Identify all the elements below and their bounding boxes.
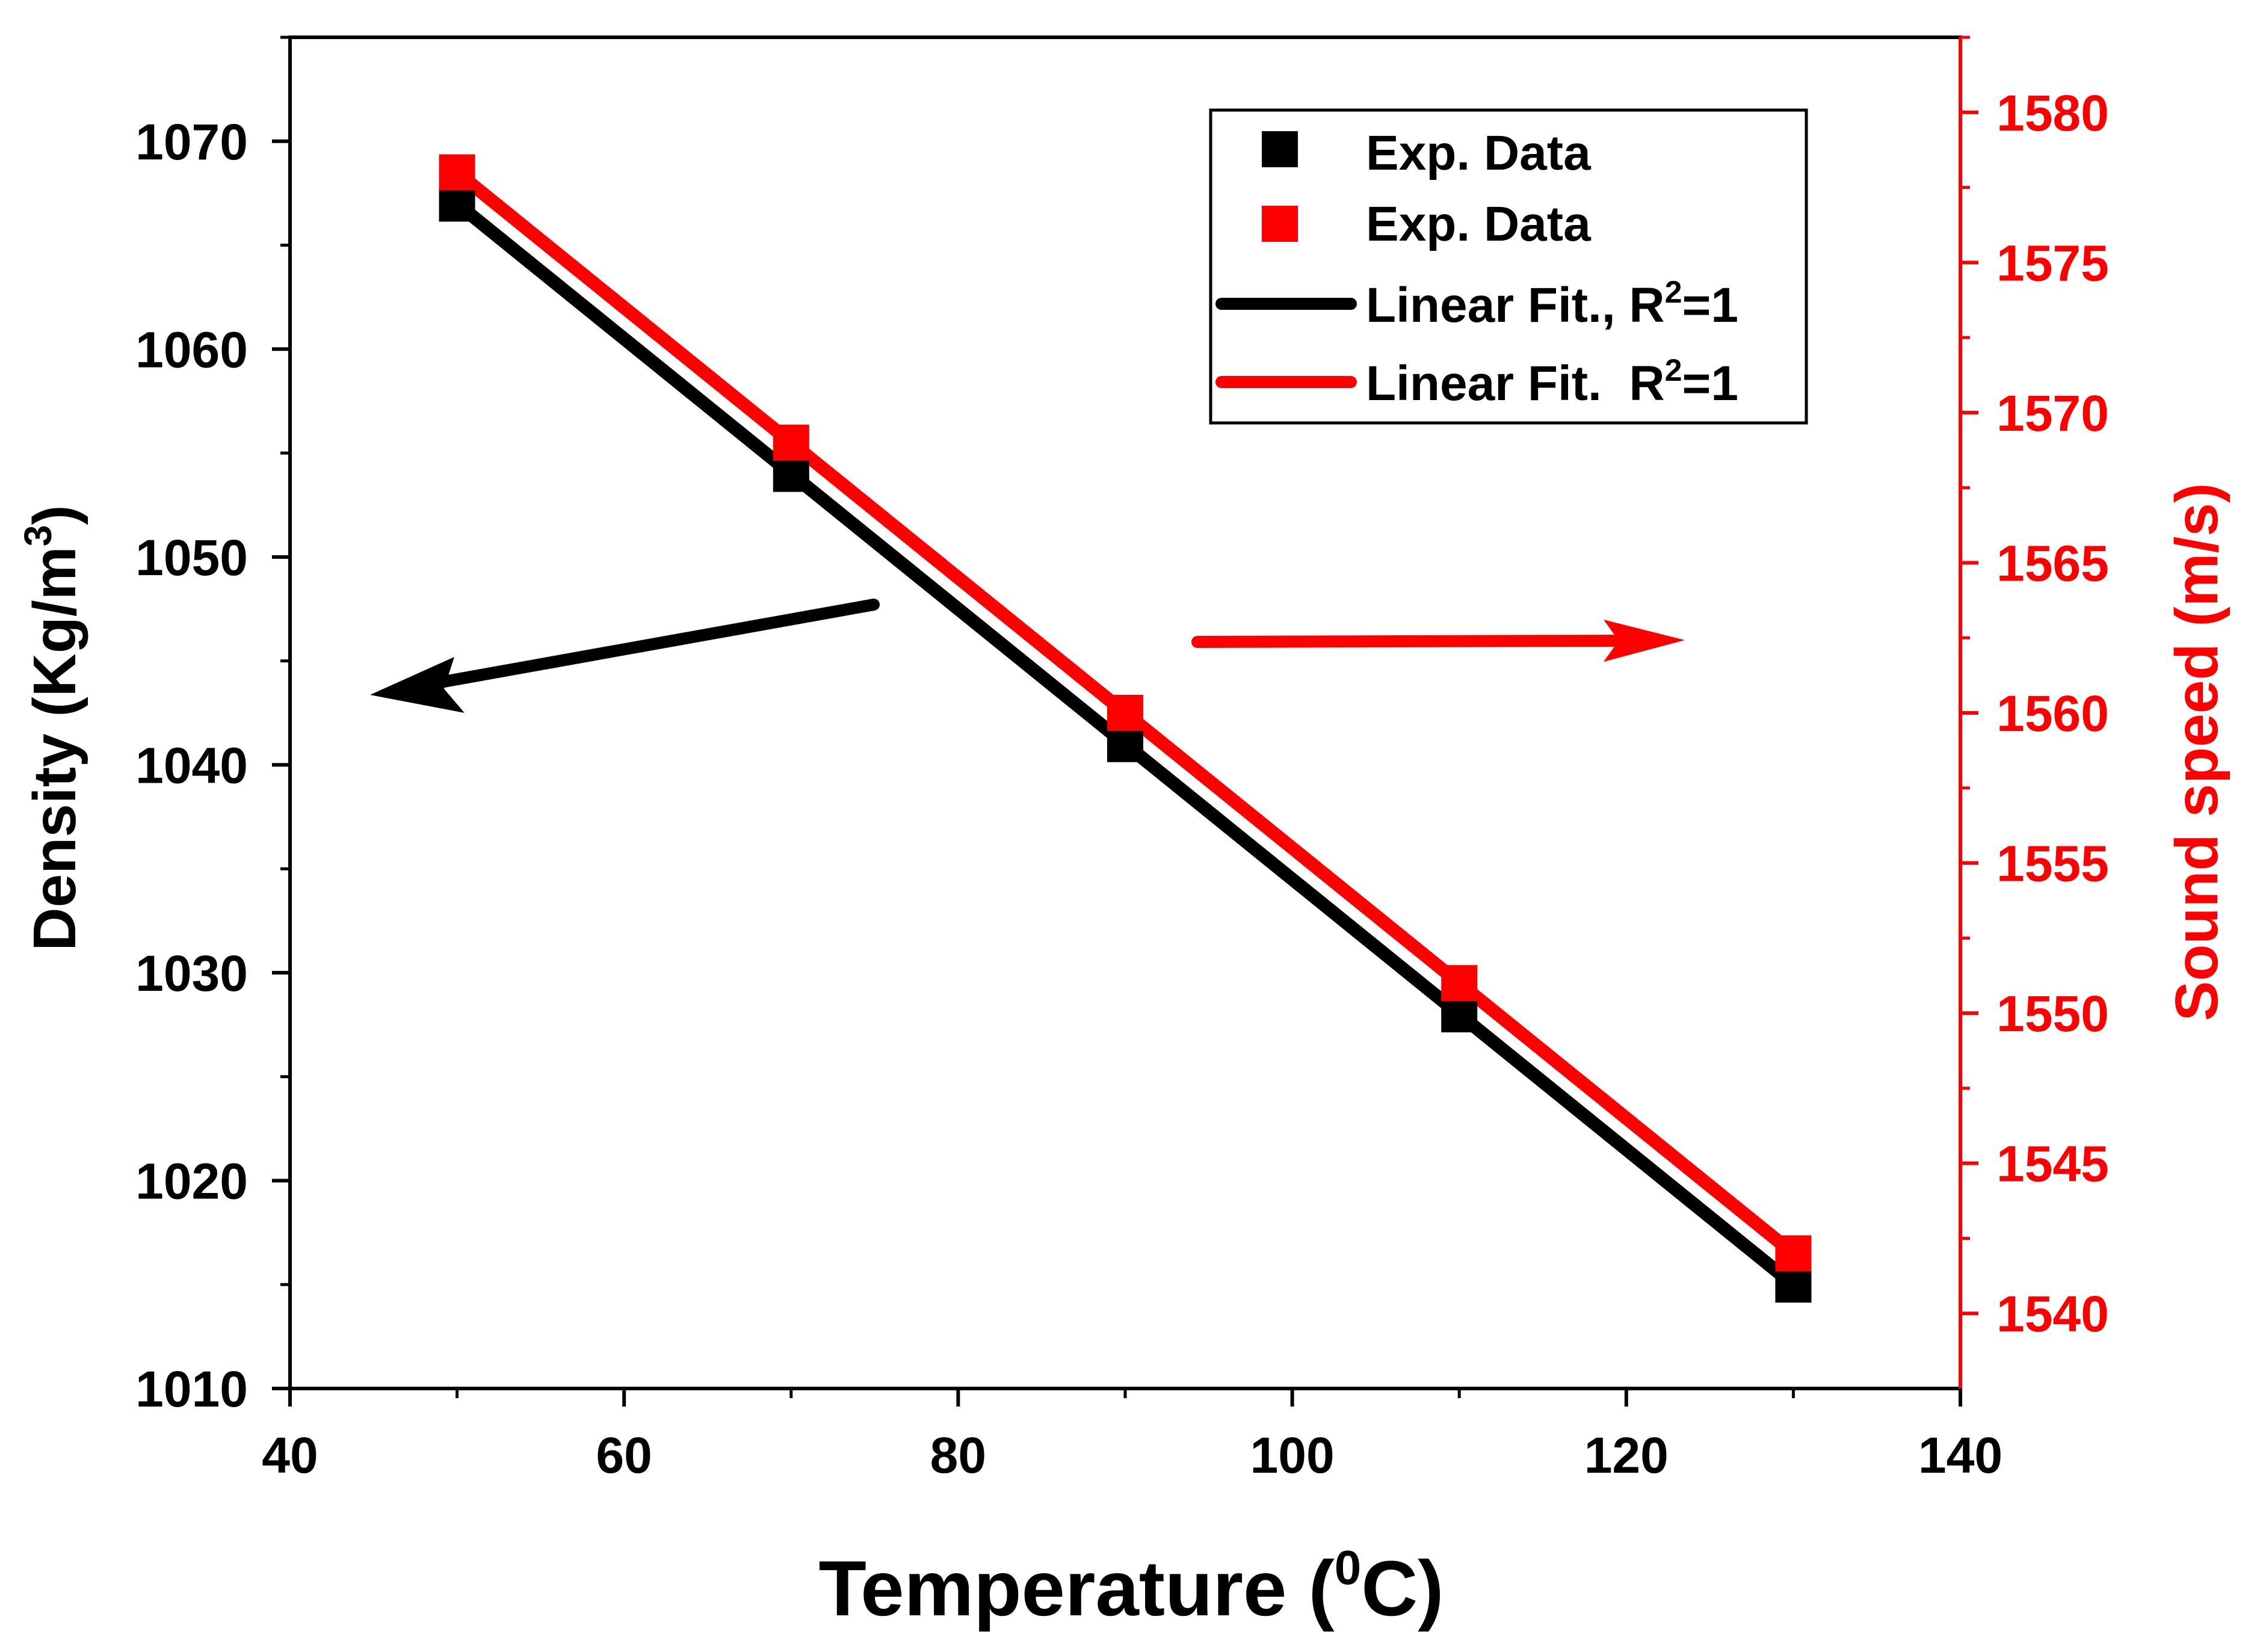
x-axis-title-main: Temperature [819, 1544, 1287, 1632]
right-tick-label: 1580 [1996, 85, 2109, 141]
right-tick-label: 1570 [1996, 385, 2109, 442]
legend: Exp. Data Exp. Data Linear Fit., R2=1 Li… [1209, 108, 1808, 425]
data-point-density [1107, 726, 1143, 762]
legend-marker-red [1262, 206, 1298, 242]
data-point-sound-speed [1107, 695, 1143, 731]
left-tick-label: 1060 [135, 321, 248, 378]
data-point-sound-speed [439, 154, 475, 191]
x-tick-label: 40 [262, 1427, 318, 1484]
data-point-density [439, 185, 475, 222]
left-tick-label: 1020 [135, 1153, 248, 1209]
legend-label-exp-red: Exp. Data [1366, 197, 1592, 251]
data-point-sound-speed [1775, 1235, 1812, 1272]
data-point-sound-speed [773, 424, 809, 461]
left-axis-title-sup: 3 [16, 525, 60, 547]
right-tick-label: 1555 [1996, 836, 2109, 892]
left-tick-label: 1030 [135, 945, 248, 1002]
legend-marker-black [1262, 131, 1298, 167]
x-axis-title-unit: C) [1361, 1544, 1444, 1632]
data-point-density [1441, 996, 1478, 1033]
x-axis-title: Temperature (0C) [819, 1541, 1444, 1632]
x-tick-label: 80 [930, 1427, 986, 1484]
data-point-sound-speed [1441, 965, 1478, 1002]
left-axis-title-close: ) [21, 505, 88, 525]
legend-label-fit-black: Linear Fit., R2=1 [1366, 275, 1738, 333]
legend-label-fit-red: Linear Fit. R2=1 [1366, 353, 1738, 411]
legend-box [1209, 108, 1808, 425]
right-axis-arrow [1191, 620, 1685, 662]
left-axis-arrow [370, 599, 880, 713]
right-tick-label: 1575 [1996, 235, 2109, 291]
left-tick-label: 1040 [135, 737, 248, 794]
right-tick-label: 1550 [1996, 985, 2109, 1042]
left-axis-ticks: 1010 1020 1030 1040 1050 1060 1070 [135, 35, 290, 1417]
x-axis-title-sup: 0 [1335, 1541, 1362, 1594]
right-tick-label: 1540 [1996, 1286, 2109, 1342]
right-tick-label: 1560 [1996, 685, 2109, 742]
right-axis-ticks: 1540 1545 1550 1555 1560 1565 1570 1575 1580 [1960, 35, 2109, 1342]
right-axis-title: Sound speed (m/s) [2163, 483, 2231, 1022]
left-tick-label: 1070 [135, 114, 248, 170]
data-point-density [773, 455, 809, 492]
markers [439, 154, 1812, 1303]
legend-label-exp-black: Exp. Data [1366, 126, 1592, 180]
right-tick-label: 1565 [1996, 535, 2109, 591]
left-axis-title: Density (Kg/m3) [16, 505, 88, 951]
x-tick-label: 60 [596, 1427, 652, 1484]
data-point-density [1775, 1266, 1812, 1303]
left-tick-label: 1010 [135, 1361, 248, 1417]
x-tick-label: 120 [1584, 1427, 1669, 1484]
x-tick-label: 100 [1250, 1427, 1335, 1484]
left-tick-label: 1050 [135, 529, 248, 586]
x-tick-label: 140 [1918, 1427, 2003, 1484]
left-axis-title-main: Density (Kg/m [21, 546, 88, 951]
right-tick-label: 1545 [1996, 1136, 2109, 1192]
x-axis-ticks: 40 60 80 100 120 140 [262, 1388, 2003, 1484]
